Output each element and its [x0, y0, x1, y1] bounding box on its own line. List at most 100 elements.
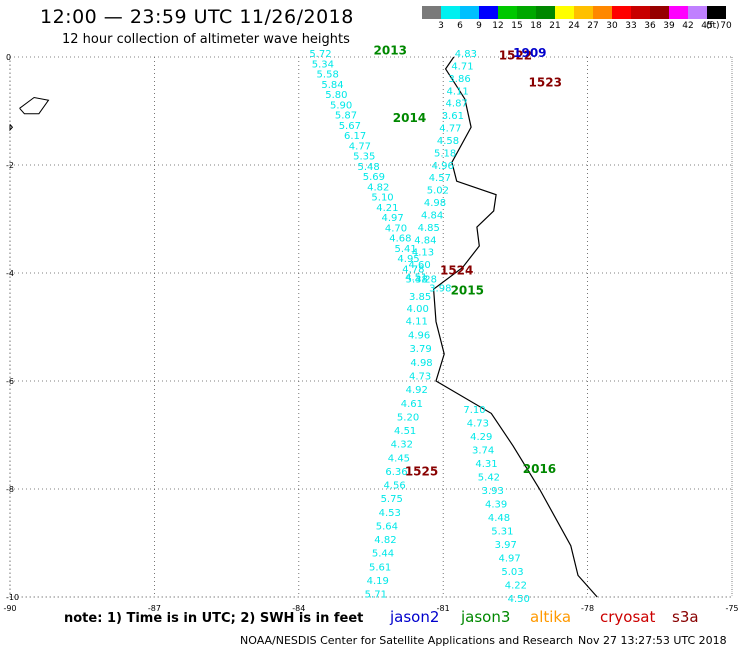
wave-height-value: 5.02 — [427, 186, 449, 197]
satellite-legend-item: s3a — [672, 608, 699, 626]
wave-height-value: 5.18 — [434, 148, 456, 159]
wave-height-value: 5.80 — [325, 90, 347, 101]
chart-title: 12:00 — 23:59 UTC 11/26/2018 — [40, 6, 354, 28]
wave-height-value: 4.56 — [383, 480, 405, 491]
color-swatch — [574, 6, 593, 19]
wave-height-value: 5.58 — [317, 70, 339, 81]
wave-height-value: 4.73 — [409, 371, 431, 382]
wave-height-value: 3.93 — [482, 486, 504, 497]
color-swatch — [422, 6, 441, 19]
wave-height-value: 4.97 — [382, 213, 404, 224]
x-tick-label: -87 — [148, 604, 161, 613]
satellite-legend-item: jason2 — [390, 608, 440, 626]
coastline-layer — [9, 56, 598, 598]
color-swatch — [669, 6, 688, 19]
color-swatch-label: 6 — [457, 21, 463, 31]
wave-height-value: 5.03 — [501, 567, 523, 578]
color-scale-unit: (ft) — [706, 21, 720, 31]
wave-height-value: 4.73 — [467, 418, 489, 429]
grid-layer — [9, 56, 733, 598]
wave-height-value: 4.96 — [432, 161, 454, 172]
color-swatch-label: 42 — [682, 21, 694, 31]
wave-height-value: 5.75 — [381, 494, 403, 505]
wave-height-value: 4.70 — [385, 223, 407, 234]
x-tick-label: -90 — [3, 604, 16, 613]
wave-height-value: 4.13 — [412, 248, 434, 259]
wave-height-value: 5.35 — [353, 152, 375, 163]
wave-height-value: 3.61 — [442, 111, 464, 122]
color-swatch — [631, 6, 650, 19]
island — [19, 96, 50, 115]
color-swatch — [650, 6, 669, 19]
wave-height-value: 5.48 — [357, 162, 379, 173]
time-label: 1522 — [499, 49, 532, 63]
wave-height-value: 5.84 — [321, 80, 343, 91]
track-id-label: 2013 — [374, 43, 407, 57]
coastline — [432, 56, 598, 598]
wave-height-value: 4.58 — [437, 136, 459, 147]
color-swatch-label: 36 — [644, 21, 656, 31]
color-swatch — [707, 6, 726, 19]
track-id-label: 2015 — [451, 284, 484, 298]
wave-height-value: 4.21 — [376, 203, 398, 214]
wave-height-value: 4.60 — [408, 260, 430, 271]
y-tick-label: -2 — [6, 161, 14, 170]
color-swatch-label: 21 — [549, 21, 561, 31]
wave-height-value: 5.20 — [397, 412, 419, 423]
wave-height-value: 3.79 — [409, 344, 431, 355]
wave-height-value: 3.98 — [429, 283, 451, 294]
color-swatch-label: 24 — [568, 21, 580, 31]
x-tick-label: -81 — [437, 604, 450, 613]
wave-height-value: 4.77 — [349, 141, 371, 152]
satellite-legend-item: cryosat — [600, 608, 656, 626]
wave-height-value: 4.28 — [415, 275, 437, 286]
color-swatch-label: 18 — [530, 21, 542, 31]
color-swatch — [593, 6, 612, 19]
color-swatch-label: 15 — [511, 21, 523, 31]
wave-height-value: 5.41 — [395, 244, 417, 255]
y-tick-label: 0 — [6, 53, 11, 62]
wave-height-value: 3.86 — [448, 74, 470, 85]
wave-height-value: 4.53 — [379, 508, 401, 519]
track-id-label: 2016 — [523, 462, 556, 476]
color-swatch-label: 45 — [701, 21, 713, 31]
wave-height-value: 5.61 — [369, 563, 391, 574]
wave-height-value: 3.85 — [409, 292, 431, 303]
wave-height-value: 5.31 — [491, 526, 513, 537]
footnote: note: 1) Time is in UTC; 2) SWH is in fe… — [64, 611, 364, 626]
satellite-legend-item: jason3 — [461, 608, 511, 626]
wave-height-value: 5.38 — [406, 275, 428, 286]
time-label: 1525 — [405, 465, 438, 479]
wave-height-value: 7.10 — [463, 405, 485, 416]
color-swatch — [460, 6, 479, 19]
y-tick-label: -6 — [6, 377, 14, 386]
color-swatch — [498, 6, 517, 19]
wave-height-value: 4.61 — [401, 399, 423, 410]
wave-height-value: 4.19 — [367, 576, 389, 587]
generation-timestamp: Nov 27 13:27:53 UTC 2018 — [578, 634, 727, 647]
color-swatch — [517, 6, 536, 19]
wave-height-value: 5.10 — [371, 193, 393, 204]
time-label: 1909 — [513, 46, 546, 60]
wave-height-value: 4.32 — [391, 439, 413, 450]
color-swatch-label: 3 — [438, 21, 444, 31]
wave-height-value: 5.44 — [372, 549, 394, 560]
color-swatch — [536, 6, 555, 19]
wave-height-value: 4.68 — [389, 234, 411, 245]
color-swatch-label: 9 — [476, 21, 482, 31]
wave-height-points: 5.725.345.585.845.805.905.875.676.174.77… — [309, 49, 530, 605]
wave-height-value: 5.90 — [330, 100, 352, 111]
color-swatch — [441, 6, 460, 19]
wave-height-value: 4.78 — [402, 264, 424, 275]
color-swatch-label: 30 — [606, 21, 618, 31]
wave-height-value: 5.42 — [478, 472, 500, 483]
wave-height-value: 4.11 — [406, 316, 428, 327]
x-tick-label: -84 — [292, 604, 305, 613]
chart-subtitle: 12 hour collection of altimeter wave hei… — [62, 32, 350, 47]
color-swatch-label: 33 — [625, 21, 637, 31]
wave-height-value: 5.34 — [312, 59, 334, 70]
color-swatch — [479, 6, 498, 19]
wave-height-value: 4.11 — [447, 86, 469, 97]
